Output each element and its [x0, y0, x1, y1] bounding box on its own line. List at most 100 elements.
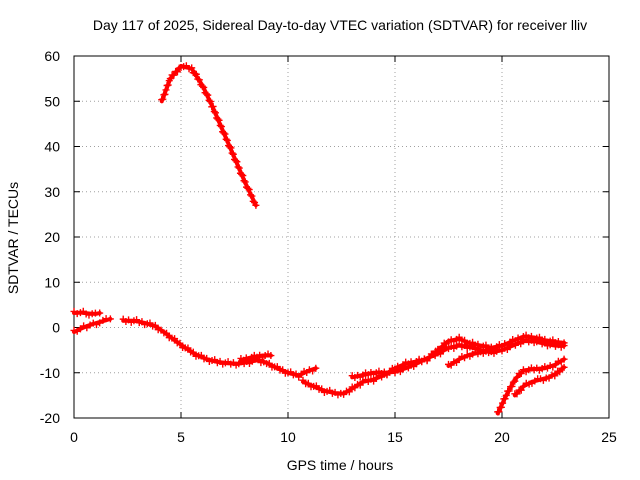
data-point [171, 335, 179, 343]
data-point [240, 177, 248, 185]
data-point [228, 149, 236, 157]
data-point [233, 158, 241, 166]
data-point [204, 91, 212, 99]
data-point [267, 352, 275, 360]
data-point [217, 123, 225, 131]
data-point [509, 378, 517, 386]
data-point [163, 329, 171, 337]
data-point [511, 377, 519, 385]
series-arc-7 [445, 345, 495, 369]
data-point [211, 109, 219, 117]
data-point [162, 86, 170, 94]
data-point [232, 157, 240, 165]
data-point [304, 379, 312, 387]
data-point [508, 382, 516, 390]
data-point [517, 386, 525, 394]
data-point [161, 90, 169, 98]
y-axis-title: SDTVAR / TECUs [5, 182, 21, 294]
chart-title: Day 117 of 2025, Sidereal Day-to-day VTE… [93, 17, 587, 33]
data-point [241, 178, 249, 186]
y-tick-label: 40 [44, 139, 60, 155]
data-point [499, 399, 507, 407]
data-point [216, 121, 224, 129]
data-point [505, 387, 513, 395]
x-tick-labels: 0 5 10 15 20 25 [70, 429, 617, 445]
data-point [455, 333, 463, 341]
data-point [560, 363, 568, 371]
data-point [198, 82, 206, 90]
data-point [189, 69, 197, 77]
data-point [265, 359, 273, 367]
data-point [551, 372, 559, 380]
data-point [220, 129, 228, 137]
data-point [195, 76, 203, 84]
data-point [513, 373, 521, 381]
y-tick-label: 30 [44, 184, 60, 200]
data-point [176, 339, 184, 347]
data-point [159, 95, 167, 103]
data-point [221, 130, 229, 138]
series-line [159, 63, 258, 208]
data-point [202, 90, 210, 98]
x-tick-label: 25 [601, 429, 617, 445]
data-point [192, 70, 200, 78]
data-point [73, 310, 81, 318]
data-point [151, 321, 159, 329]
data-point [188, 64, 196, 72]
y-tick-label: 60 [44, 48, 60, 64]
data-point [501, 395, 509, 403]
y-tick-label: 50 [44, 93, 60, 109]
series-arc-10 [511, 363, 568, 398]
data-point [513, 390, 521, 398]
data-point [89, 319, 97, 327]
data-point [249, 197, 257, 205]
data-point [239, 172, 247, 180]
grid [74, 56, 609, 418]
data-point [209, 102, 217, 110]
x-axis-title: GPS time / hours [287, 457, 394, 473]
data-point [226, 143, 234, 151]
y-tick-label: 10 [44, 274, 60, 290]
series-arc-1 [70, 307, 104, 319]
series-arc-4 [237, 350, 275, 364]
y-tick-labels: -20 -10 0 10 20 30 40 50 60 [40, 48, 60, 426]
data-point [85, 311, 93, 319]
x-tick-label: 5 [177, 429, 185, 445]
data-point [194, 75, 202, 83]
data-point [238, 170, 246, 178]
data-point [305, 366, 313, 374]
axis-ticks [73, 55, 610, 419]
data-point [273, 363, 281, 371]
x-tick-label: 15 [387, 429, 403, 445]
x-tick-label: 10 [280, 429, 296, 445]
data-point [235, 164, 243, 172]
data-point [197, 351, 205, 359]
data-point [215, 116, 223, 124]
data-point [227, 144, 235, 152]
data-point [502, 391, 510, 399]
series-arc-3 [119, 315, 320, 381]
data-point [206, 98, 214, 106]
data-point [229, 150, 237, 158]
data-point [191, 69, 199, 77]
x-tick-label: 0 [70, 429, 78, 445]
data-point [517, 370, 525, 378]
data-point [189, 348, 197, 356]
data-point [245, 186, 253, 194]
data-point [106, 315, 114, 323]
x-tick-label: 20 [494, 429, 510, 445]
y-tick-label: 20 [44, 229, 60, 245]
data-point [487, 346, 495, 354]
data-point [164, 81, 172, 89]
y-tick-label: 0 [52, 320, 60, 336]
data-point [312, 382, 320, 390]
data-point [170, 71, 178, 79]
data-point [497, 403, 505, 411]
data-point [248, 192, 256, 200]
data-point [173, 68, 181, 76]
data-point [200, 83, 208, 91]
data-point [252, 201, 260, 209]
data-point [495, 408, 503, 416]
data-point [318, 385, 326, 393]
